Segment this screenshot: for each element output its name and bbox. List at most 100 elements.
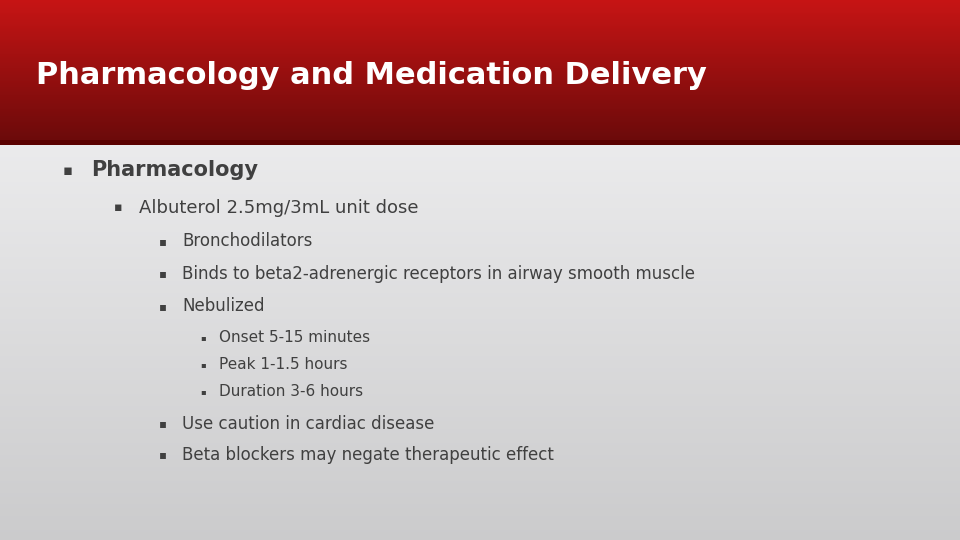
Text: Beta blockers may negate therapeutic effect: Beta blockers may negate therapeutic eff… [182,446,554,464]
Bar [0,73,960,75]
Bar [0,102,960,103]
Bar [0,89,960,90]
Bar [0,108,960,110]
Bar [0,437,960,439]
Text: Peak 1-1.5 hours: Peak 1-1.5 hours [219,357,348,372]
Bar [0,56,960,57]
Bar [0,282,960,285]
Bar [0,334,960,336]
Bar [0,480,960,483]
Bar [0,9,960,10]
Bar [0,99,960,100]
Bar [0,421,960,423]
Bar [0,80,960,82]
Bar [0,49,960,51]
Text: Onset 5-15 minutes: Onset 5-15 minutes [219,330,370,345]
Text: ▪: ▪ [113,201,122,214]
Bar [0,12,960,13]
Bar [0,322,960,325]
Bar [0,336,960,339]
Bar [0,409,960,411]
Bar [0,444,960,447]
Bar [0,348,960,350]
Bar [0,124,960,125]
Bar [0,107,960,109]
Bar [0,11,960,12]
Bar [0,506,960,508]
Bar [0,320,960,322]
Bar [0,287,960,289]
Bar [0,229,960,232]
Bar [0,281,960,283]
Bar [0,53,960,55]
Bar [0,139,960,140]
Bar [0,117,960,119]
Bar [0,69,960,70]
Bar [0,263,960,265]
Text: ▪: ▪ [200,360,205,369]
Bar [0,154,960,157]
Bar [0,138,960,139]
Bar [0,346,960,348]
Bar [0,302,960,305]
Bar [0,443,960,445]
Bar [0,362,960,364]
Bar [0,458,960,461]
Bar [0,326,960,328]
Bar [0,227,960,230]
Bar [0,294,960,297]
Bar [0,357,960,360]
Bar [0,330,960,333]
Bar [0,8,960,9]
Bar [0,453,960,455]
Bar [0,31,960,33]
Bar [0,104,960,106]
Bar [0,2,960,4]
Bar [0,117,960,118]
Bar [0,160,960,163]
Bar [0,449,960,451]
Bar [0,20,960,22]
Bar [0,352,960,354]
Bar [0,43,960,45]
Bar [0,158,960,160]
Bar [0,61,960,63]
Bar [0,83,960,84]
Bar [0,76,960,78]
Bar [0,28,960,29]
Bar [0,393,960,396]
Bar [0,40,960,41]
Bar [0,186,960,188]
Bar [0,6,960,8]
Bar [0,259,960,261]
Bar [0,492,960,495]
Bar [0,273,960,275]
Bar [0,103,960,105]
Bar [0,10,960,11]
Bar [0,441,960,443]
Bar [0,467,960,469]
Bar [0,90,960,92]
Bar [0,60,960,62]
Bar [0,470,960,473]
Bar [0,150,960,153]
Bar [0,12,960,14]
Bar [0,383,960,386]
Bar [0,450,960,453]
Bar [0,113,960,114]
Bar [0,87,960,89]
Bar [0,26,960,27]
Bar [0,95,960,97]
Bar [0,340,960,342]
Bar [0,257,960,259]
Bar [0,271,960,273]
Bar [0,21,960,23]
Bar [0,472,960,475]
Bar [0,484,960,487]
Text: Bronchodilators: Bronchodilators [182,232,313,251]
Text: ▪: ▪ [159,267,167,280]
Bar [0,387,960,390]
Bar [0,42,960,43]
Bar [0,15,960,16]
Bar [0,494,960,496]
